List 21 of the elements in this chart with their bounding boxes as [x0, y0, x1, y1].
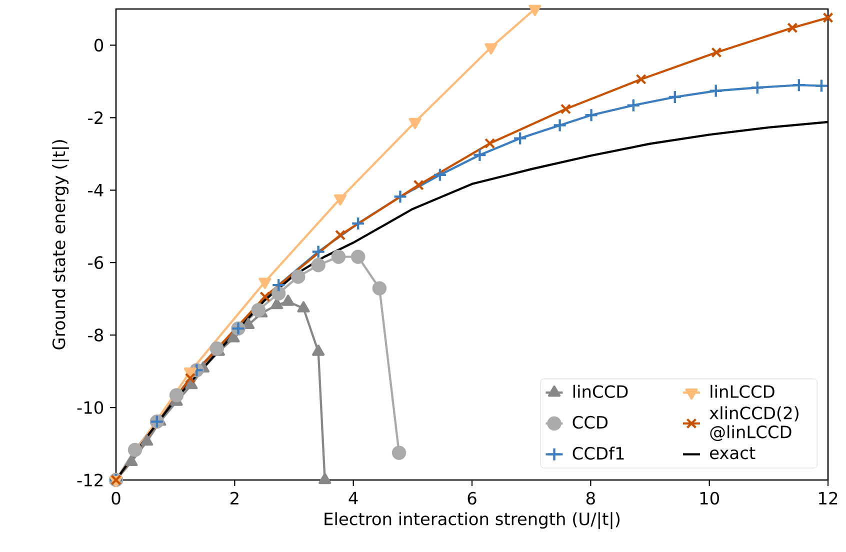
y-tick-label: -8	[88, 328, 104, 342]
legend-label: linCCD	[573, 384, 628, 398]
y-axis-title: Ground state energy (|t|)	[52, 140, 70, 350]
x-axis-title: Electron interaction strength (U/|t|)	[324, 512, 620, 530]
x-tick-label: 12	[819, 492, 838, 504]
y-tick-label: -6	[88, 256, 104, 269]
legend-label: CCD	[572, 416, 608, 429]
legend-label: CCDf1	[572, 446, 624, 460]
y-tick-label: 0	[94, 38, 104, 52]
x-tick-label: 8	[586, 492, 595, 505]
legend-label: exact	[710, 447, 756, 460]
x-tick-label: 4	[348, 492, 358, 504]
x-tick-label: 10	[700, 492, 719, 505]
x-tick-label: 0	[112, 492, 120, 505]
y-tick-label: -12	[77, 474, 102, 486]
y-tick-label: -10	[77, 401, 104, 414]
legend-label: linLCCD	[710, 384, 774, 398]
x-tick-label: 2	[230, 492, 238, 504]
x-tick-label: 6	[468, 492, 476, 505]
y-tick-label: -4	[88, 184, 104, 196]
y-tick-label: -2	[88, 111, 102, 124]
